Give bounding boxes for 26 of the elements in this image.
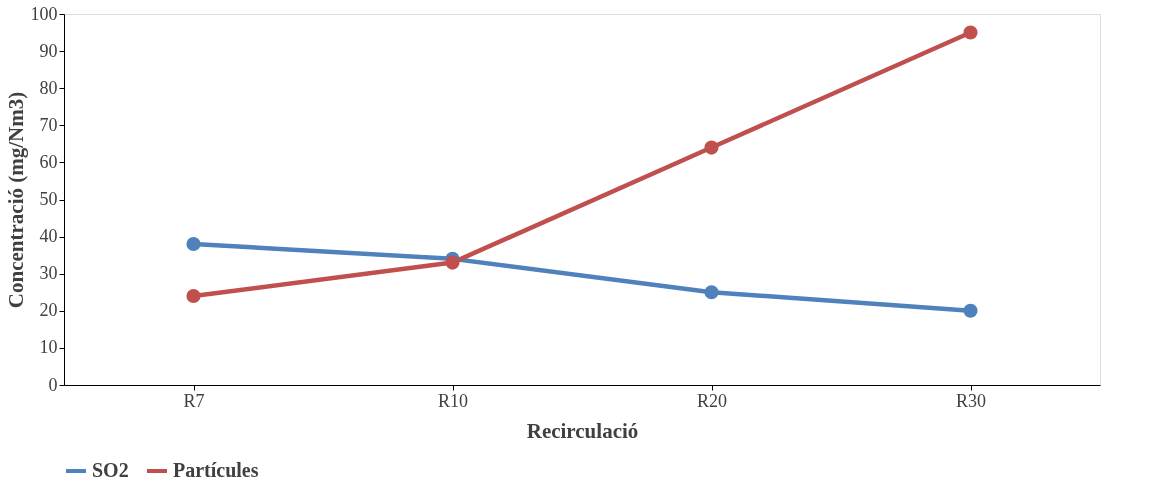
y-axis-title: Concentració (mg/Nm3) — [3, 91, 28, 309]
legend-label: SO2 — [92, 459, 129, 481]
point — [963, 303, 978, 318]
y-tick-label: 60 — [39, 151, 58, 172]
x-tick-label: R30 — [955, 390, 987, 411]
y-tick-label: 10 — [39, 337, 58, 358]
y-tick-label: 80 — [39, 77, 58, 98]
point — [963, 25, 978, 40]
y-tick-label: 50 — [39, 189, 58, 209]
y-tick-label: 90 — [39, 40, 58, 61]
point — [186, 288, 201, 304]
x-tick-label: R7 — [183, 390, 205, 411]
legend-label: Partícules — [173, 459, 259, 481]
point — [704, 140, 719, 155]
y-tick-label: 100 — [30, 3, 58, 24]
y-tick-label: 20 — [39, 300, 58, 321]
y-tick-label: 70 — [39, 114, 58, 135]
x-axis-title: Recirculació — [526, 418, 639, 443]
point — [186, 236, 201, 252]
point — [704, 285, 719, 300]
x-tick-label: R10 — [437, 390, 469, 411]
point — [445, 255, 460, 270]
y-tick-label: 40 — [39, 226, 58, 247]
y-tick-label: 30 — [39, 263, 58, 284]
x-tick-label: R20 — [696, 390, 728, 411]
y-tick-label: 0 — [48, 374, 58, 395]
